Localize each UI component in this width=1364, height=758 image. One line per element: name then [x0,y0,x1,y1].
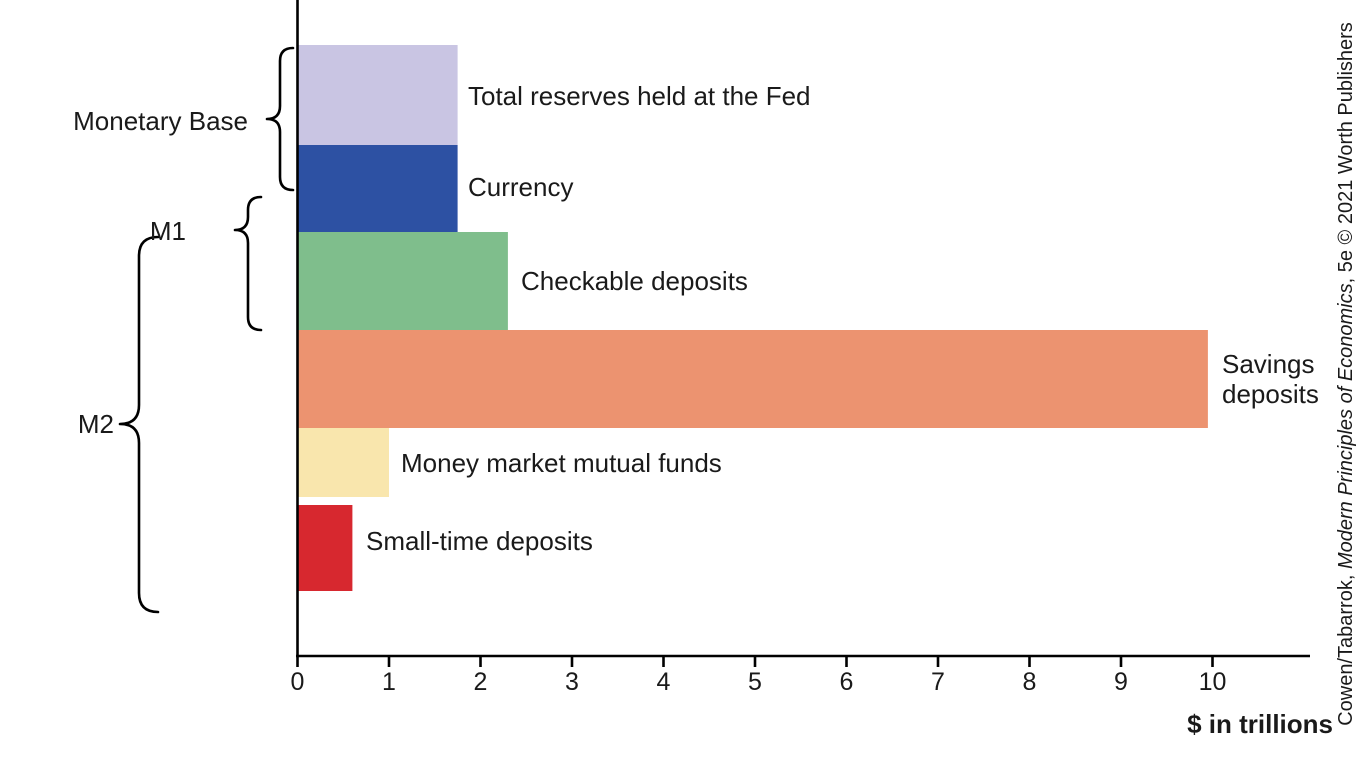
bar-total-reserves [297,45,458,145]
x-tick-label: 6 [840,668,854,696]
bar-savings-deposits [297,330,1208,428]
bar-currency [297,145,458,232]
monetary-base-brace [265,46,295,192]
bar-label-total-reserves: Total reserves held at the Fed [468,81,811,111]
x-axis-title: $ in trillions [1187,709,1333,739]
x-axis-ticks: 0 1 2 3 4 5 6 7 8 9 10 [291,656,1227,696]
bar-label-small-time-deposits: Small-time deposits [366,526,593,556]
bar-label-savings-deposits-line1: Savings [1222,349,1315,379]
attribution-prefix: Cowen/Tabarrok, [1335,569,1357,726]
bar-checkable-deposits [297,232,508,330]
x-tick-label: 4 [657,668,671,696]
attribution-suffix: , 5e © 2021 Worth Publishers [1335,22,1357,283]
attribution-text: Cowen/Tabarrok, Modern Principles of Eco… [1335,22,1357,726]
bar-money-market-mutual-funds [297,428,389,497]
bar-label-currency: Currency [468,172,573,202]
x-tick-label: 0 [291,668,305,696]
x-tick-label: 7 [931,668,945,696]
bar-label-savings-deposits-line2: deposits [1222,379,1319,409]
attribution-italic-title: Modern Principles of Economics [1335,283,1357,569]
bar-small-time-deposits [297,505,353,591]
m2-brace [118,235,160,614]
group-label-m1: M1 [150,216,186,246]
x-tick-label: 1 [382,668,396,696]
bar-label-money-market-mutual-funds: Money market mutual funds [401,448,722,478]
x-tick-label: 10 [1199,668,1227,696]
group-label-m2: M2 [78,409,114,439]
bar-label-checkable-deposits: Checkable deposits [521,266,748,296]
x-tick-label: 8 [1023,668,1037,696]
x-tick-label: 2 [474,668,488,696]
x-tick-label: 5 [748,668,762,696]
m1-brace [233,195,263,332]
x-tick-label: 3 [565,668,579,696]
x-tick-label: 9 [1114,668,1128,696]
group-label-monetary-base: Monetary Base [73,106,248,136]
